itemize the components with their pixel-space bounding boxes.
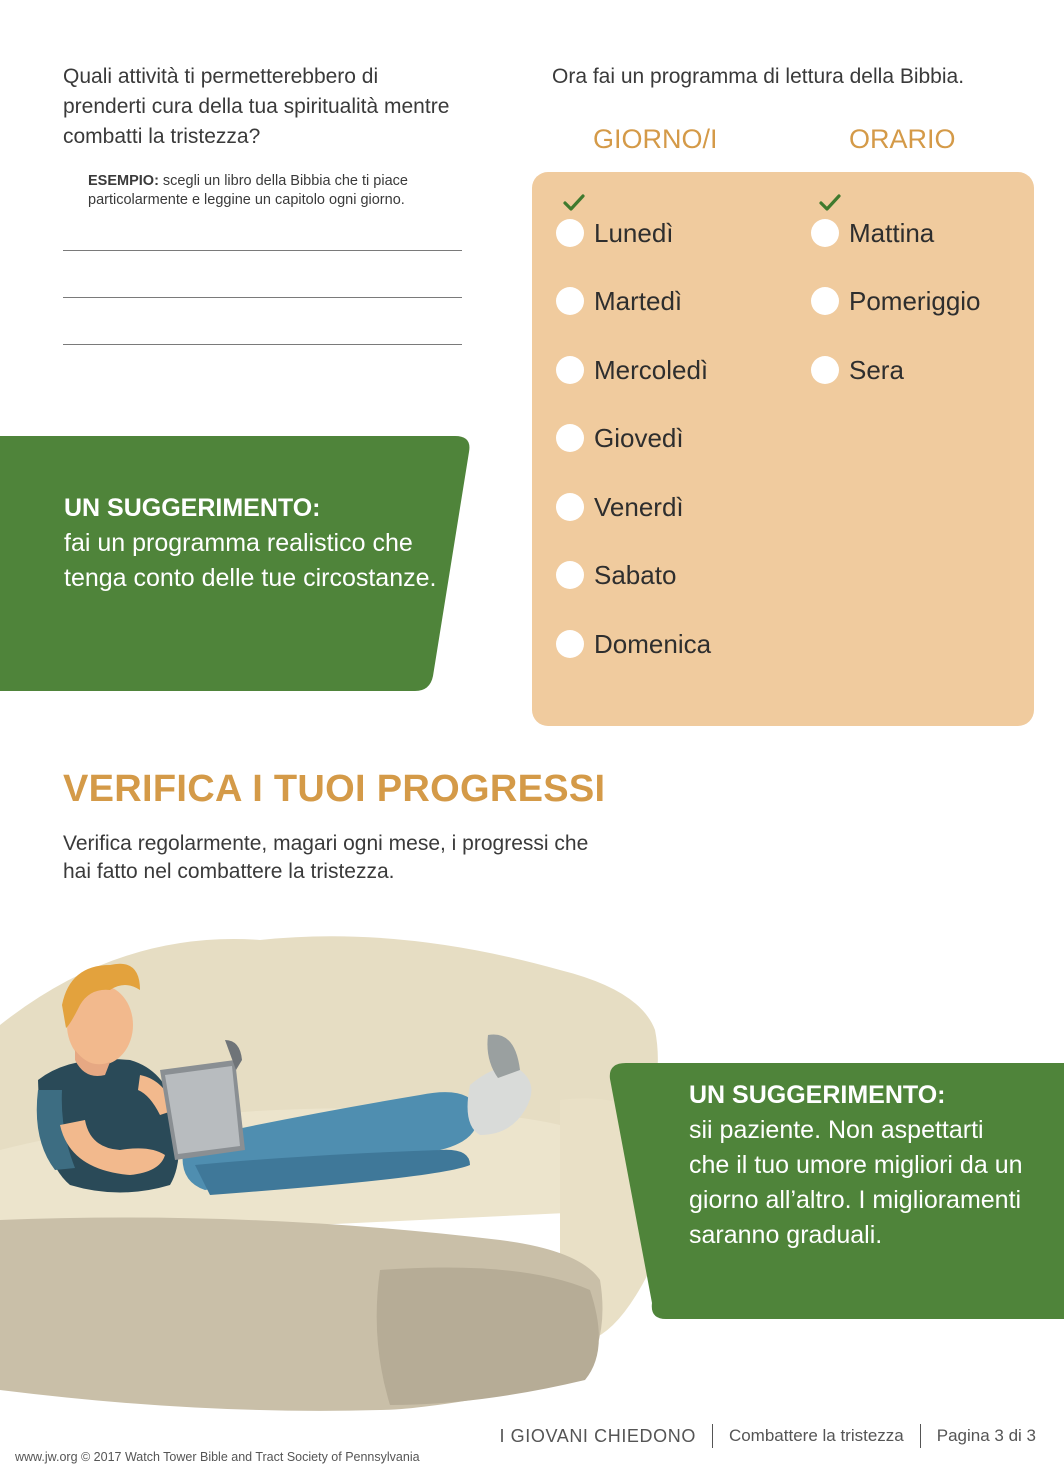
footer-divider xyxy=(919,1424,921,1448)
day-option-tuesday[interactable]: Martedì xyxy=(556,281,682,321)
radio-circle[interactable] xyxy=(811,287,839,315)
day-option-wednesday[interactable]: Mercoledì xyxy=(556,350,708,390)
answer-line-2[interactable] xyxy=(63,297,462,298)
tip-box-right-shape xyxy=(609,1063,1064,1319)
time-header: ORARIO xyxy=(849,124,956,154)
tip-right-content: UN SUGGERIMENTO: sii paziente. Non aspet… xyxy=(689,1078,1029,1253)
footer-series: I GIOVANI CHIEDONO xyxy=(499,1425,696,1446)
day-label: Sabato xyxy=(594,560,677,590)
day-label: Martedì xyxy=(594,286,683,316)
plan-intro: Ora fai un programma di lettura della Bi… xyxy=(552,65,965,88)
schedule-panel xyxy=(532,172,1034,726)
day-option-sunday[interactable]: Domenica xyxy=(556,624,711,664)
page-footer: I GIOVANI CHIEDONO Combattere la tristez… xyxy=(499,1424,1036,1448)
footer-page-number: Pagina 3 di 3 xyxy=(936,1426,1036,1445)
tip-box-left-shape xyxy=(0,436,470,691)
day-option-saturday[interactable]: Sabato xyxy=(556,555,676,595)
tip-right-text: sii paziente. Non aspettarti che il tuo … xyxy=(689,1116,1023,1249)
sofa-reading-illustration xyxy=(0,936,670,1411)
activities-question: Quali attività ti permetterebbero di pre… xyxy=(63,65,450,148)
tip-left-text: fai un programma realistico che tenga co… xyxy=(64,529,437,592)
time-label: Pomeriggio xyxy=(849,286,981,316)
answer-line-1[interactable] xyxy=(63,250,462,251)
answer-line-3[interactable] xyxy=(63,344,462,345)
radio-circle[interactable] xyxy=(556,493,584,521)
day-label: Giovedì xyxy=(594,423,684,453)
example-text: scegli un libro della Bibbia che ti piac… xyxy=(88,173,408,208)
copyright-notice: www.jw.org © 2017 Watch Tower Bible and … xyxy=(15,1450,420,1464)
days-header: GIORNO/I xyxy=(593,124,718,154)
day-option-thursday[interactable]: Giovedì xyxy=(556,418,684,458)
tip-right-title: UN SUGGERIMENTO: xyxy=(689,1081,946,1109)
time-label: Mattina xyxy=(849,218,935,248)
time-option-evening[interactable]: Sera xyxy=(811,350,904,390)
example-label: ESEMPIO: xyxy=(88,173,159,189)
radio-circle[interactable] xyxy=(556,424,584,452)
radio-circle[interactable] xyxy=(556,561,584,589)
footer-divider xyxy=(711,1424,713,1448)
day-label: Venerdì xyxy=(594,492,684,522)
day-option-friday[interactable]: Venerdì xyxy=(556,487,684,527)
time-option-afternoon[interactable]: Pomeriggio xyxy=(811,281,981,321)
radio-circle[interactable] xyxy=(811,356,839,384)
radio-circle[interactable] xyxy=(556,219,584,247)
example-note: ESEMPIO: scegli un libro della Bibbia ch… xyxy=(88,172,448,210)
progress-heading: VERIFICA I TUOI PROGRESSI xyxy=(63,768,606,810)
day-label: Domenica xyxy=(594,629,712,659)
time-label: Sera xyxy=(849,355,904,385)
radio-circle[interactable] xyxy=(556,630,584,658)
day-option-monday[interactable]: Lunedì xyxy=(556,213,674,253)
radio-circle[interactable] xyxy=(811,219,839,247)
radio-circle[interactable] xyxy=(556,356,584,384)
footer-topic: Combattere la tristezza xyxy=(728,1426,904,1445)
day-label: Lunedì xyxy=(594,218,674,248)
tip-left-content: UN SUGGERIMENTO: fai un programma realis… xyxy=(64,491,444,596)
tip-left-title: UN SUGGERIMENTO: xyxy=(64,494,321,522)
day-label: Mercoledì xyxy=(594,355,709,385)
progress-text: Verifica regolarmente, magari ogni mese,… xyxy=(63,832,589,883)
check-icon xyxy=(819,194,841,211)
check-icon xyxy=(563,194,585,211)
tip-box-right: UN SUGGERIMENTO: sii paziente. Non aspet… xyxy=(608,1063,1064,1319)
tip-box-left: UN SUGGERIMENTO: fai un programma realis… xyxy=(0,436,472,691)
radio-circle[interactable] xyxy=(556,287,584,315)
time-option-morning[interactable]: Mattina xyxy=(811,213,934,253)
